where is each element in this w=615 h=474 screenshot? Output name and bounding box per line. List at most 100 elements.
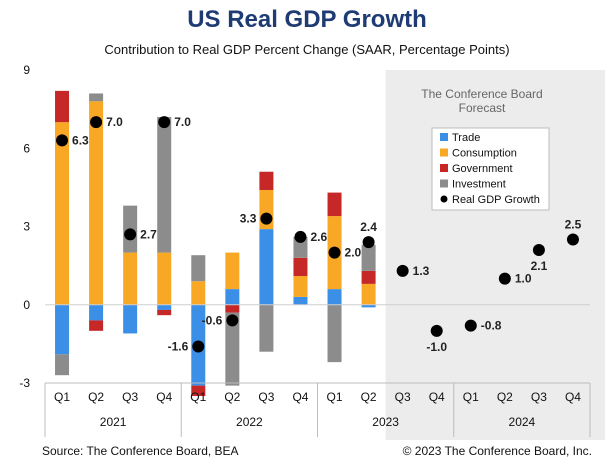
bar-segment-trade — [157, 304, 172, 310]
bar-segment-consumption — [293, 276, 308, 297]
gdp-point — [158, 116, 171, 129]
legend: Trade Consumption Government Investment Real… — [431, 127, 550, 211]
y-tick-label: 6 — [23, 141, 30, 155]
year-label: 2022 — [236, 415, 263, 429]
legend-label: Government — [452, 163, 513, 175]
legend-swatch-consumption — [440, 148, 448, 157]
gdp-point — [226, 314, 239, 327]
bar-segment-consumption — [55, 122, 70, 305]
year-label: 2021 — [100, 415, 127, 429]
x-tick-label: Q3 — [531, 390, 547, 404]
bar-segment-trade — [259, 229, 274, 305]
gdp-data-label: 1.3 — [413, 264, 430, 278]
year-label: 2024 — [509, 415, 536, 429]
bar-segment-government — [327, 192, 342, 217]
x-tick-label: Q1 — [327, 390, 343, 404]
chart-title: US Real GDP Growth — [187, 6, 427, 33]
x-tick-label: Q3 — [258, 390, 274, 404]
bar-segment-investment — [293, 236, 308, 258]
bar-segment-government — [157, 309, 172, 316]
x-tick-label: Q1 — [463, 390, 479, 404]
gdp-point — [396, 264, 409, 277]
gdp-point — [124, 228, 137, 241]
gdp-data-label: 6.3 — [72, 133, 89, 147]
gdp-point — [532, 243, 545, 256]
bar-segment-government — [191, 385, 206, 397]
y-tick-label: 9 — [23, 63, 30, 77]
gdp-data-label: -1.0 — [426, 340, 447, 354]
bar-segment-government — [55, 90, 70, 123]
gdp-point — [464, 319, 477, 332]
legend-label: Trade — [452, 132, 480, 144]
legend-box — [431, 127, 550, 211]
x-tick-label: Q2 — [88, 390, 104, 404]
gdp-data-label: 1.0 — [515, 272, 532, 286]
x-tick-label: Q4 — [292, 390, 308, 404]
bar-segment-government — [89, 320, 104, 331]
gdp-data-label: 7.0 — [106, 115, 123, 129]
gdp-point — [430, 324, 443, 337]
bar-segment-consumption — [123, 252, 138, 305]
forecast-label-line2: Forecast — [459, 101, 506, 115]
gdp-point — [260, 212, 273, 225]
bar-segment-trade — [55, 304, 70, 355]
bar-segment-consumption — [361, 283, 376, 305]
bar-segment-trade — [123, 304, 138, 334]
axis-layer: Q1 Q2 Q3 Q4 Q1 Q2 Q3 Q4 Q1 Q2 Q3 Q4 Q1 Q2 Q3 Q4 2021 2022… — [44, 382, 591, 437]
gdp-point — [498, 272, 511, 285]
bars-layer — [55, 90, 376, 397]
bar-segment-trade — [327, 289, 342, 305]
x-tick-label: Q3 — [395, 390, 411, 404]
gdp-data-label: 2.5 — [565, 218, 582, 232]
legend-label: Consumption — [452, 148, 517, 160]
gdp-data-label: 2.4 — [360, 220, 377, 234]
legend-label: Real GDP Growth — [452, 194, 540, 206]
x-tick-label: Q2 — [361, 390, 377, 404]
bar-segment-investment — [55, 354, 70, 376]
bar-segment-investment — [89, 93, 104, 102]
year-label: 2023 — [372, 415, 399, 429]
gdp-data-label: 2.0 — [345, 246, 362, 260]
bar-segment-trade — [225, 289, 240, 305]
gdp-data-label: -0.8 — [481, 319, 502, 333]
grid-layer: 9 6 3 0 -3 — [19, 63, 30, 390]
legend-swatch-trade — [440, 133, 448, 141]
legend-swatch-government — [440, 164, 448, 172]
gdp-point — [294, 230, 307, 243]
bar-segment-government — [225, 304, 240, 313]
y-tick-label: 0 — [23, 298, 30, 312]
bar-segment-consumption — [157, 252, 172, 305]
bar-segment-trade — [293, 296, 308, 305]
gdp-data-label: 3.3 — [240, 212, 257, 226]
bar-segment-investment — [259, 304, 274, 352]
bar-segment-consumption — [225, 252, 240, 290]
bar-segment-government — [361, 270, 376, 284]
gdp-data-label: 2.1 — [531, 259, 548, 273]
bar-segment-investment — [191, 255, 206, 282]
x-tick-label: Q3 — [122, 390, 138, 404]
gdp-data-label: -0.6 — [202, 313, 223, 327]
x-tick-label: Q2 — [224, 390, 240, 404]
points-layer: 6.3 7.0 2.7 7.0 -1.6 -0.6 3.3 2.6 2.0 2.4 1.3 -1.0 -… — [56, 115, 582, 354]
gdp-point — [192, 340, 205, 353]
gdp-data-label: 7.0 — [174, 115, 191, 129]
x-tick-label: Q1 — [190, 390, 206, 404]
copyright-note: © 2023 The Conference Board, Inc. — [403, 444, 592, 458]
x-tick-label: Q2 — [497, 390, 513, 404]
gdp-point — [328, 246, 341, 259]
gdp-data-label: 2.6 — [310, 230, 327, 244]
legend-swatch-investment — [440, 179, 448, 188]
gdp-data-label: 2.7 — [140, 227, 157, 241]
gdp-point — [90, 116, 103, 129]
chart-subtitle: Contribution to Real GDP Percent Change … — [104, 42, 509, 57]
bar-segment-investment — [225, 312, 240, 386]
forecast-label-line1: The Conference Board — [421, 87, 542, 101]
gdp-data-label: -1.6 — [168, 339, 189, 353]
bar-segment-consumption — [89, 101, 104, 305]
bar-segment-trade — [361, 304, 376, 308]
gdp-point — [362, 236, 375, 249]
legend-items: Trade Consumption Government Investment Real… — [440, 132, 540, 206]
legend-label: Investment — [452, 179, 506, 191]
